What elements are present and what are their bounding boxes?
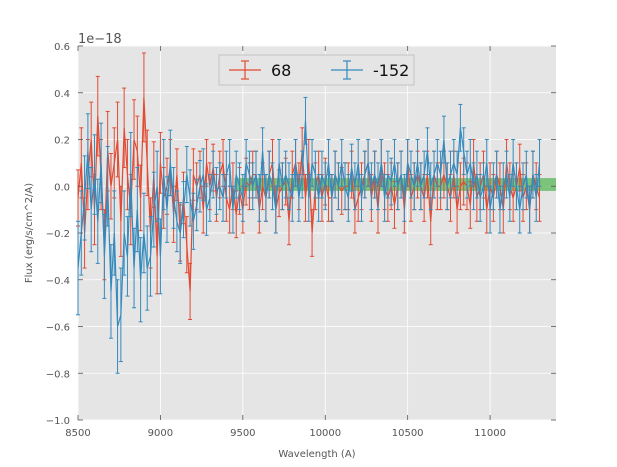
y-tick-label: −1.0 [46, 416, 70, 427]
legend-label: -152 [373, 61, 409, 80]
series-line [77, 120, 541, 327]
y-tick-labels: −1.0 −0.8 −0.6 −0.4 −0.2 0.0 0.2 0.4 0.6 [46, 42, 70, 427]
x-tick-label: 9000 [148, 428, 173, 439]
y-tick-label: 0.0 [54, 182, 70, 193]
x-tick-label: 9500 [230, 428, 255, 439]
x-tick-label: 10000 [309, 428, 341, 439]
axis-ticks [77, 45, 556, 421]
y-tick-label: 0.2 [54, 136, 70, 147]
grid-lines [77, 45, 556, 421]
y-tick-label: 0.6 [54, 42, 70, 53]
y-tick-label: −0.8 [46, 369, 70, 380]
y-tick-label: 0.4 [54, 89, 70, 100]
x-tick-label: 10500 [392, 428, 424, 439]
y-tick-label: −0.6 [46, 323, 70, 334]
legend-label: 68 [271, 61, 291, 80]
y-tick-label: −0.2 [46, 229, 70, 240]
x-tick-label: 11000 [474, 428, 506, 439]
x-tick-label: 8500 [65, 428, 90, 439]
y-tick-label: −0.4 [46, 276, 70, 287]
series-2 [76, 96, 542, 374]
x-axis-label: Wavelength (A) [278, 449, 355, 460]
offset-label: 1e−18 [78, 32, 122, 47]
legend-items: 68 -152 [229, 60, 409, 80]
legend: 68 -152 [218, 54, 415, 86]
y-axis-label: Flux (erg/s/cm^2/A) [24, 183, 35, 283]
x-tick-labels: 8500 9000 9500 10000 10500 11000 [65, 428, 506, 439]
